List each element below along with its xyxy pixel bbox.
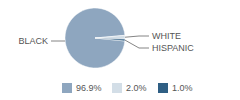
leader-line	[125, 36, 149, 37]
leader-line	[125, 40, 149, 48]
legend-label: 2.0%	[126, 83, 147, 93]
legend-swatch	[158, 83, 168, 93]
pie	[65, 8, 125, 68]
slice-label: WHITE	[152, 31, 181, 41]
legend-swatch	[112, 83, 122, 93]
legend-swatch	[62, 83, 72, 93]
pie-slice	[65, 8, 125, 68]
slice-label: HISPANIC	[152, 43, 194, 53]
legend-label: 1.0%	[172, 83, 193, 93]
chart: BLACK WHITE HISPANIC 96.9% 2.0% 1.0%	[0, 0, 240, 100]
pie-slice	[95, 38, 125, 41]
slice-labels: BLACK WHITE HISPANIC	[18, 31, 194, 53]
legend: 96.9% 2.0% 1.0%	[62, 83, 193, 93]
legend-label: 96.9%	[76, 83, 102, 93]
leader-line	[51, 41, 65, 42]
slice-label: BLACK	[18, 36, 48, 46]
